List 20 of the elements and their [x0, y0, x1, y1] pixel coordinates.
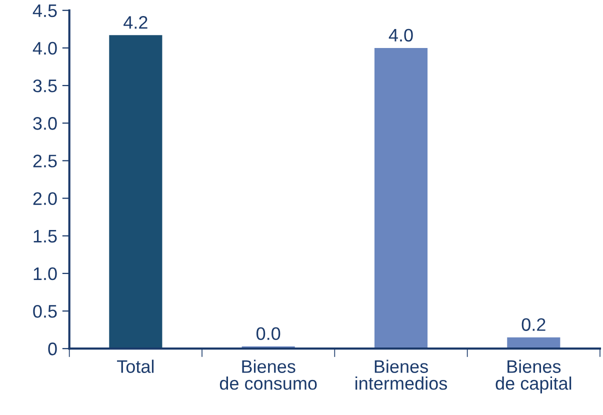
- data-label: 4.2: [124, 16, 148, 29]
- y-tick-label: 4.5: [32, 4, 57, 18]
- x-tick-label: Total: [117, 360, 154, 373]
- bar: [374, 48, 428, 349]
- y-tick-label: 0: [48, 342, 57, 356]
- y-tick-label: 2.5: [33, 154, 57, 168]
- y-tick-label: 0.5: [33, 304, 57, 318]
- data-label: 0.2: [522, 318, 546, 331]
- data-label: 4.0: [388, 28, 413, 42]
- y-tick-label: 4.0: [32, 42, 57, 55]
- x-tick-label: Bienes intermedios: [356, 360, 448, 390]
- y-tick-label: 2.0: [33, 192, 57, 205]
- x-tick-label: Bienes de consumo: [220, 360, 317, 390]
- y-tick-label: 1.5: [34, 230, 57, 243]
- y-tick-label: 3.0: [33, 117, 57, 130]
- x-tick-label: Bienes de capital: [496, 360, 572, 394]
- data-label: 0.0: [256, 327, 280, 340]
- bar: [109, 35, 162, 349]
- y-tick-label: 1.0: [34, 267, 57, 280]
- y-tick-label: 3.5: [33, 79, 57, 92]
